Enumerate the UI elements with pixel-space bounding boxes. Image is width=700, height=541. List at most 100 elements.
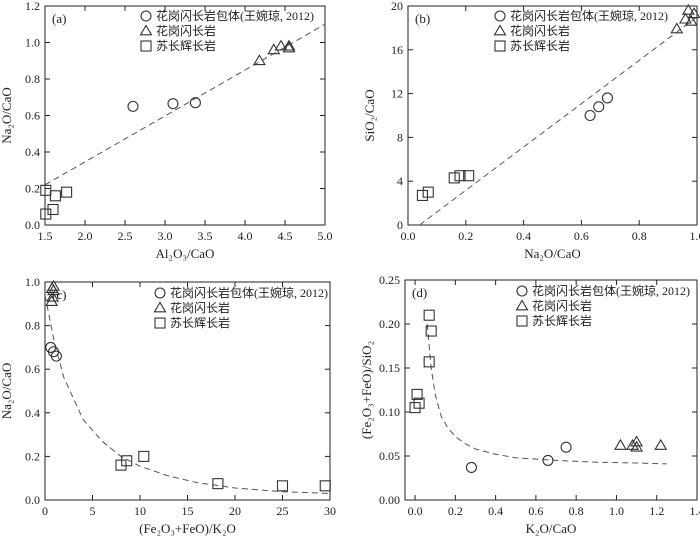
y-tick-label: 0.2 [25, 182, 40, 196]
data-point-triangle [614, 438, 627, 450]
data-point-square [40, 184, 52, 196]
x-tick-label: 1.0 [609, 504, 624, 518]
data-point-circle [50, 350, 62, 362]
data-point-triangle [681, 3, 695, 15]
legend-marker-circle [516, 285, 528, 297]
y-tick-label: 0.0 [25, 493, 40, 507]
data-point-circle [584, 109, 596, 122]
data-point-square [49, 190, 61, 202]
x-tick-label: 1.4 [690, 504, 700, 518]
data-point-triangle [687, 7, 700, 19]
data-point-square [416, 189, 429, 201]
y-tick-label: 1.0 [25, 36, 40, 50]
y-tick-label: 0.15 [379, 361, 400, 375]
x-tick-label: 30 [324, 504, 336, 518]
panel-label: (a) [52, 11, 66, 26]
data-point-square [319, 480, 331, 492]
legend-marker-triangle [515, 299, 529, 311]
y-axis-title: Na₂O/CaO [0, 363, 14, 420]
trend-line [419, 16, 697, 225]
legend-entry: 花岗闪长岩 [510, 23, 570, 38]
chart-panel-3: 0 5 10 15 20 25 30 0.0 0.2 0.4 0.6 0.8 1.0 (Fe₂O₃+FeO… [0, 275, 336, 536]
x-tick-label: 5.0 [318, 229, 333, 243]
legend-entry: 苏长辉长岩 [156, 38, 216, 53]
legend-entry: 花岗闪长岩包体(王婉琼, 2012) [532, 283, 690, 298]
x-tick-label: 3.5 [198, 229, 213, 243]
x-tick-label: 10 [134, 504, 146, 518]
x-tick-label: 15 [182, 504, 194, 518]
legend-marker-triangle [493, 24, 507, 36]
x-tick-label: 0.4 [488, 504, 503, 518]
y-tick-label: 0.8 [25, 319, 40, 333]
series-square [416, 170, 475, 201]
data-point-square [115, 459, 127, 471]
data-point-circle [189, 97, 201, 109]
x-tick-label: 5 [90, 504, 96, 518]
y-tick-label: 0.8 [25, 72, 40, 86]
data-point-square [454, 170, 466, 182]
y-tick-label: 20 [391, 0, 403, 13]
y-tick-label: 0.20 [379, 317, 400, 331]
data-point-triangle [46, 290, 60, 302]
data-point-square [425, 325, 437, 337]
legend-entry: 花岗闪长岩包体(王婉琼, 2012) [156, 8, 314, 23]
series-circle [584, 92, 613, 122]
y-axis-title: Na₂O/CaO [0, 87, 14, 144]
data-point-triangle [274, 39, 288, 51]
data-point-triangle [678, 12, 692, 24]
legend-marker-triangle [139, 24, 153, 36]
legend-marker-circle [494, 10, 506, 22]
y-tick-label: 1.0 [25, 275, 40, 289]
data-point-circle [465, 461, 478, 473]
y-tick-label: 0.0 [25, 218, 40, 232]
x-tick-label: 0.8 [632, 229, 647, 243]
legend-marker-square [154, 317, 166, 329]
x-tick-label: 1.2 [649, 504, 664, 518]
legend-marker-square [494, 40, 506, 52]
data-point-triangle [630, 440, 644, 452]
data-point-square [40, 208, 52, 220]
data-point-square [413, 397, 425, 409]
series-triangle [614, 435, 668, 452]
y-tick-label: 0.4 [25, 145, 40, 159]
legend-entry: 花岗闪长岩 [532, 298, 592, 313]
chart-panel-1: 1.5 2.0 2.5 3.0 3.5 4.0 4.5 5.0 0.0 0.2 0.4 0.6 0.8 1… [0, 0, 333, 261]
y-tick-label: 1.2 [25, 0, 40, 13]
data-point-square [422, 186, 434, 198]
data-point-square [276, 480, 289, 492]
x-axis-title: (Fe₂O₃+FeO)/K₂O [139, 521, 236, 536]
y-tick-label: 12 [391, 87, 403, 101]
data-point-square [409, 402, 421, 414]
legend-entry: 花岗闪长岩 [170, 300, 230, 315]
x-tick-label: 0.2 [458, 229, 473, 243]
legend-entry: 苏长辉长岩 [170, 315, 230, 330]
data-point-triangle [282, 39, 296, 51]
series-triangle [45, 279, 61, 307]
x-tick-label: 3.0 [158, 229, 173, 243]
y-tick-label: 0.2 [25, 449, 40, 463]
series-circle [45, 341, 62, 362]
data-point-square [121, 455, 133, 467]
x-axis-title: Na₂O/CaO [524, 246, 581, 261]
x-tick-label: 0.6 [574, 229, 589, 243]
data-point-triangle [45, 281, 59, 293]
panel-label: (b) [415, 11, 430, 26]
x-axis-title: K₂O/CaO [526, 521, 577, 536]
x-tick-label: 0.0 [401, 229, 416, 243]
x-tick-label: 20 [229, 504, 241, 518]
data-point-square [463, 170, 475, 182]
plot-frame [404, 279, 698, 501]
x-tick-label: 0.4 [516, 229, 531, 243]
data-point-square [423, 356, 435, 368]
series-square [115, 450, 331, 492]
data-point-triangle [670, 22, 684, 34]
data-point-square [448, 172, 460, 184]
trend-line [426, 323, 667, 465]
plot-frame [407, 5, 698, 226]
legend-marker-square [140, 40, 152, 52]
